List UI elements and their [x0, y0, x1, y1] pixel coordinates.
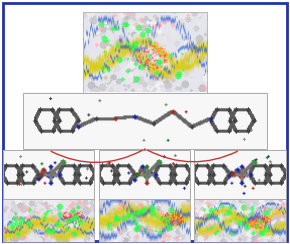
FancyArrowPatch shape	[147, 150, 238, 162]
FancyArrowPatch shape	[144, 149, 145, 150]
FancyArrowPatch shape	[51, 150, 143, 163]
Bar	[99, 199, 190, 242]
Bar	[194, 150, 286, 199]
Bar	[3, 199, 94, 242]
Bar	[23, 93, 267, 149]
Bar	[194, 199, 286, 242]
Bar	[99, 150, 190, 199]
Bar	[3, 150, 94, 199]
FancyBboxPatch shape	[3, 3, 287, 241]
Bar	[83, 12, 207, 93]
